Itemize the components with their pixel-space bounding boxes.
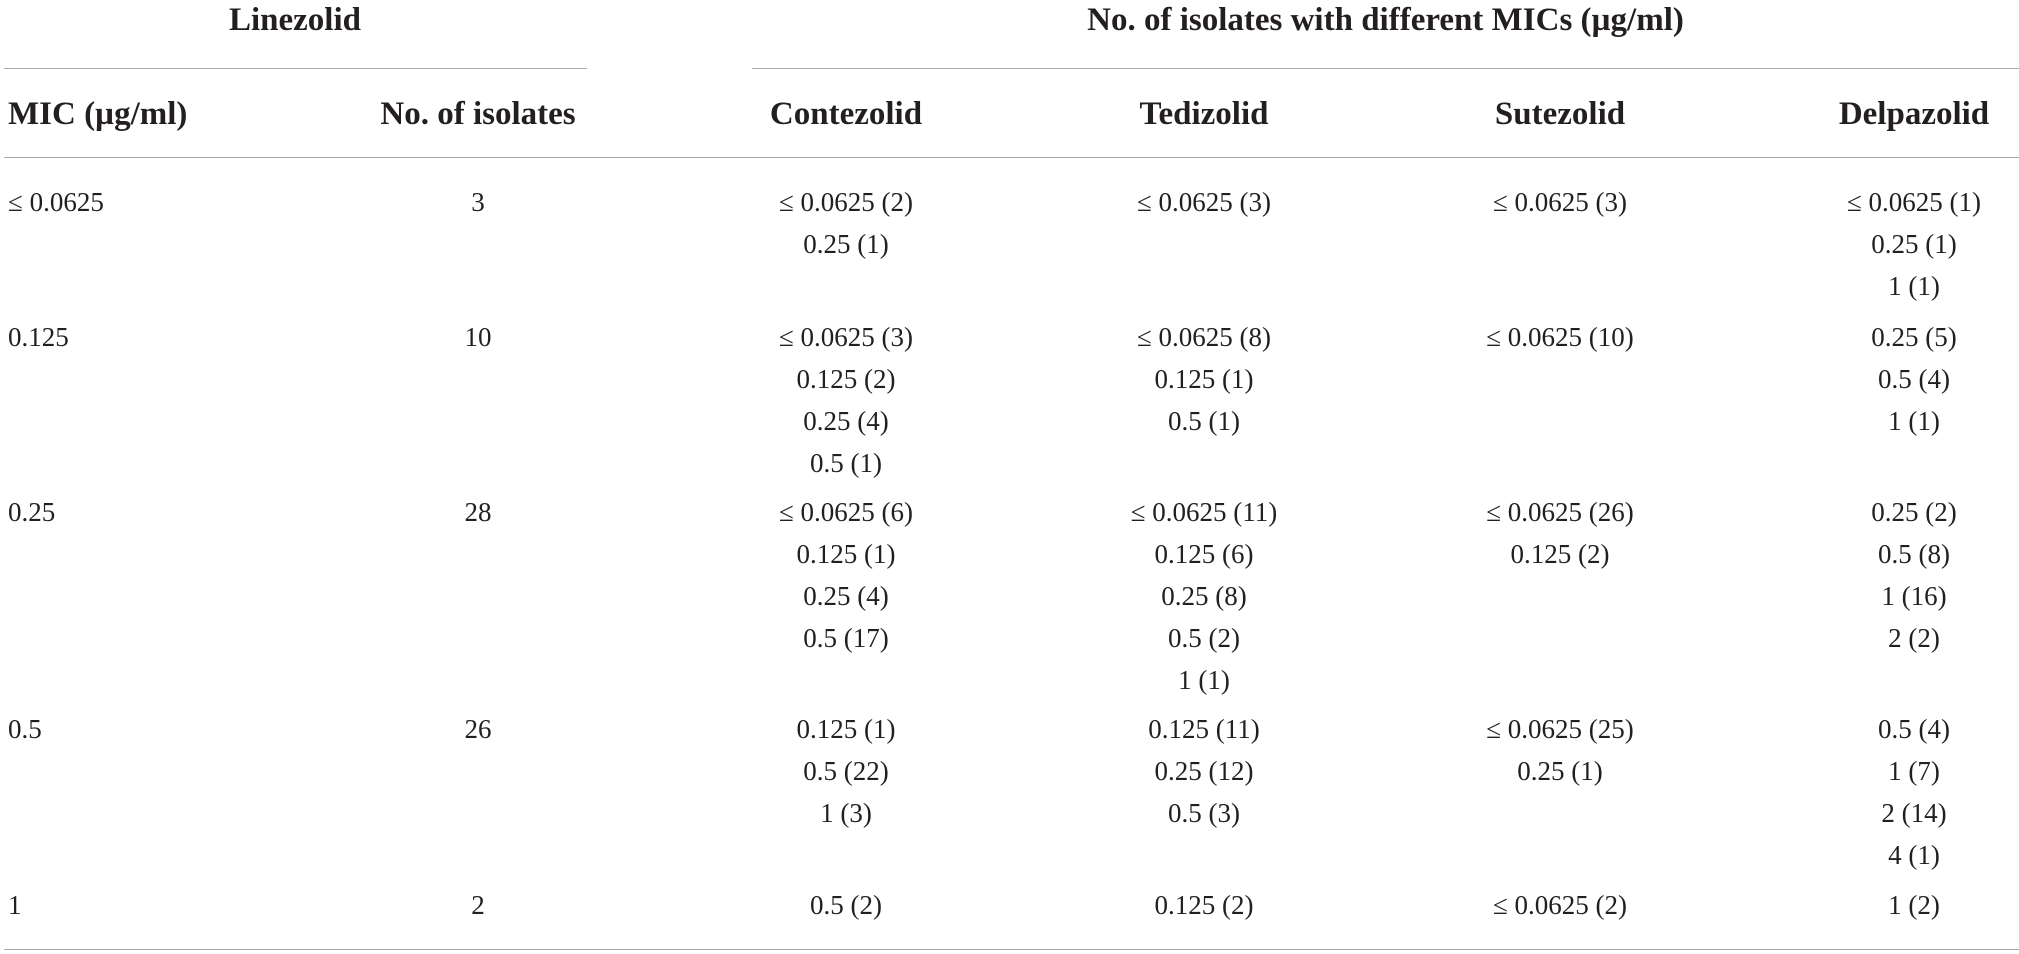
- cell-line: ≤ 0.0625 (25): [1486, 714, 1634, 744]
- cell-line: ≤ 0.0625 (6): [778, 497, 914, 527]
- column-header-mic: MIC (µg/ml): [8, 96, 188, 132]
- cell-line: 0.5 (8): [1878, 539, 1950, 569]
- cell-line: 0.125 (11): [1148, 714, 1260, 744]
- cell-line: 0.5 (4): [1878, 364, 1950, 394]
- cell-line: ≤ 0.0625 (11): [1130, 497, 1278, 527]
- cell-line: 1 (7): [1888, 756, 1940, 786]
- cell-line: 0.5 (17): [803, 623, 889, 653]
- cell-line: 0.125 (2): [1510, 539, 1610, 569]
- cell-mic: 0.125: [8, 322, 69, 352]
- cell-tedizolid: 0.125 (2): [1092, 884, 1316, 926]
- cell-sutezolid: ≤ 0.0625 (3): [1448, 181, 1672, 223]
- cell-line: 0.5 (2): [810, 890, 882, 920]
- column-header-tedizolid: Tedizolid: [1139, 96, 1269, 132]
- cell-line: 0.25 (4): [803, 581, 889, 611]
- cell-line: 0.125 (2): [1154, 890, 1254, 920]
- cell-contezolid: ≤ 0.0625 (6) 0.125 (1) 0.25 (4) 0.5 (17): [734, 491, 958, 659]
- cell-delpazolid: 0.5 (4) 1 (7) 2 (14) 4 (1): [1802, 708, 2019, 876]
- cell-isolates: 28: [464, 497, 492, 527]
- cell-sutezolid: ≤ 0.0625 (26) 0.125 (2): [1448, 491, 1672, 575]
- cell-line: ≤ 0.0625 (3): [778, 322, 914, 352]
- cell-isolates: 10: [464, 322, 492, 352]
- bottom-rule: [4, 949, 2019, 950]
- cell-isolates: 26: [464, 714, 492, 744]
- cell-line: 0.5 (4): [1878, 714, 1950, 744]
- cell-line: 0.125 (1): [796, 714, 896, 744]
- cell-isolates: 3: [471, 187, 485, 217]
- cell-line: 0.25 (1): [1517, 756, 1603, 786]
- cell-isolates: 2: [471, 890, 485, 920]
- cell-line: ≤ 0.0625 (3): [1136, 187, 1272, 217]
- group-rule-mics: [752, 68, 2019, 69]
- cell-line: 0.125 (2): [796, 364, 896, 394]
- cell-line: 0.25 (1): [803, 229, 889, 259]
- cell-line: 0.5 (1): [1168, 406, 1240, 436]
- cell-line: 1 (1): [1888, 271, 1940, 301]
- cell-line: 0.125 (1): [1154, 364, 1254, 394]
- group-header-mics: No. of isolates with different MICs (µg/…: [1087, 2, 1684, 38]
- column-header-isolates: No. of isolates: [380, 96, 576, 132]
- cell-line: 0.25 (4): [803, 406, 889, 436]
- cell-line: ≤ 0.0625 (2): [778, 187, 914, 217]
- group-rule-linezolid: [4, 68, 587, 69]
- cell-line: ≤ 0.0625 (1): [1846, 187, 1982, 217]
- cell-delpazolid: 0.25 (2) 0.5 (8) 1 (16) 2 (2): [1802, 491, 2019, 659]
- cell-tedizolid: 0.125 (11) 0.25 (12) 0.5 (3): [1092, 708, 1316, 834]
- cell-line: 0.125 (6): [1154, 539, 1254, 569]
- cell-line: 0.25 (1): [1871, 229, 1957, 259]
- cell-contezolid: ≤ 0.0625 (3) 0.125 (2) 0.25 (4) 0.5 (1): [734, 316, 958, 484]
- cell-line: 1 (2): [1888, 890, 1940, 920]
- cell-line: 1 (3): [820, 798, 872, 828]
- cell-line: ≤ 0.0625 (26): [1486, 497, 1634, 527]
- cell-sutezolid: ≤ 0.0625 (10): [1448, 316, 1672, 358]
- cell-line: 4 (1): [1888, 840, 1940, 870]
- cell-line: ≤ 0.0625 (2): [1492, 890, 1628, 920]
- cell-tedizolid: ≤ 0.0625 (8) 0.125 (1) 0.5 (1): [1092, 316, 1316, 442]
- column-header-delpazolid: Delpazolid: [1838, 96, 1990, 132]
- cell-line: ≤ 0.0625 (10): [1486, 322, 1634, 352]
- cell-line: 0.5 (1): [810, 448, 882, 478]
- cell-line: 1 (1): [1178, 665, 1230, 695]
- cell-contezolid: ≤ 0.0625 (2) 0.25 (1): [734, 181, 958, 265]
- cell-sutezolid: ≤ 0.0625 (2): [1448, 884, 1672, 926]
- cell-line: ≤ 0.0625 (8): [1136, 322, 1272, 352]
- cell-sutezolid: ≤ 0.0625 (25) 0.25 (1): [1448, 708, 1672, 792]
- column-header-sutezolid: Sutezolid: [1494, 96, 1626, 132]
- cell-line: 0.25 (12): [1154, 756, 1254, 786]
- cell-mic: ≤ 0.0625: [8, 187, 104, 217]
- cell-line: 1 (1): [1888, 406, 1940, 436]
- cell-mic: 0.25: [8, 497, 56, 527]
- cell-contezolid: 0.125 (1) 0.5 (22) 1 (3): [734, 708, 958, 834]
- cell-line: 0.125 (1): [796, 539, 896, 569]
- cell-line: 0.25 (5): [1871, 322, 1957, 352]
- cell-line: 0.5 (2): [1168, 623, 1240, 653]
- cell-line: 2 (14): [1881, 798, 1947, 828]
- column-header-contezolid: Contezolid: [769, 96, 923, 132]
- cell-tedizolid: ≤ 0.0625 (3): [1092, 181, 1316, 223]
- cell-mic: 0.5: [8, 714, 42, 744]
- cell-mic: 1: [8, 890, 22, 920]
- header-rule: [4, 157, 2019, 158]
- cell-contezolid: 0.5 (2): [734, 884, 958, 926]
- cell-line: 0.5 (3): [1168, 798, 1240, 828]
- cell-delpazolid: 1 (2): [1802, 884, 2019, 926]
- cell-line: 1 (16): [1881, 581, 1947, 611]
- cell-line: 0.25 (2): [1871, 497, 1957, 527]
- cell-tedizolid: ≤ 0.0625 (11) 0.125 (6) 0.25 (8) 0.5 (2) 1 (…: [1092, 491, 1316, 701]
- group-header-linezolid: Linezolid: [228, 2, 362, 38]
- cell-line: 0.5 (22): [803, 756, 889, 786]
- cell-line: 0.25 (8): [1161, 581, 1247, 611]
- cell-line: ≤ 0.0625 (3): [1492, 187, 1628, 217]
- cell-line: 2 (2): [1888, 623, 1940, 653]
- cell-delpazolid: 0.25 (5) 0.5 (4) 1 (1): [1802, 316, 2019, 442]
- cell-delpazolid: ≤ 0.0625 (1) 0.25 (1) 1 (1): [1802, 181, 2019, 307]
